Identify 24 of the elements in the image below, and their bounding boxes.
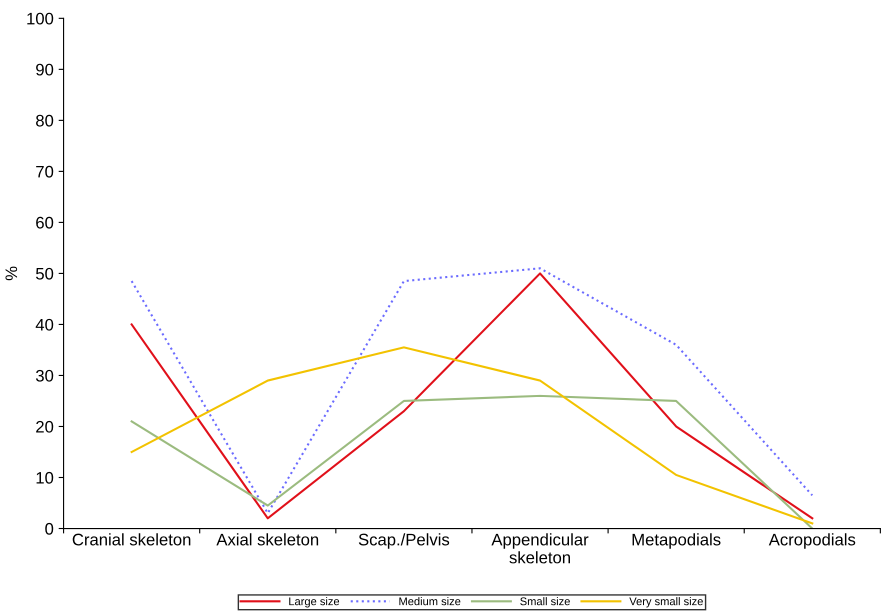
- y-tick-label: 0: [45, 522, 54, 535]
- legend-label: Large size: [289, 597, 340, 608]
- y-tick-label: 50: [36, 268, 54, 280]
- y-tick-label: 20: [36, 420, 54, 433]
- y-tick-label: 10: [36, 472, 54, 484]
- legend-label: Small size: [520, 597, 570, 606]
- y-tick-label: 30: [36, 370, 54, 382]
- x-tick-label: Appendicular skeleton: [491, 533, 588, 564]
- y-tick-label: 40: [36, 318, 54, 331]
- legend-label: Medium size: [399, 597, 460, 606]
- y-axis-title: %: [5, 266, 18, 280]
- y-tick-label: 70: [36, 166, 54, 178]
- x-tick-label: Axial skeleton: [216, 533, 318, 546]
- y-tick-label: 100: [27, 12, 54, 25]
- legend-label: Very small size: [629, 597, 703, 608]
- line-series: [130, 394, 814, 529]
- y-tick-label: 80: [36, 114, 54, 127]
- line-series: [130, 346, 814, 524]
- x-tick-label: Metapodials: [632, 533, 720, 549]
- x-tick-label: Cranial skeleton: [72, 533, 190, 546]
- y-tick-label: 60: [36, 216, 54, 229]
- x-tick-label: Scap./Pelvis: [358, 533, 450, 549]
- y-tick-label: 90: [36, 64, 54, 76]
- x-tick-label: Acropodials: [768, 533, 856, 549]
